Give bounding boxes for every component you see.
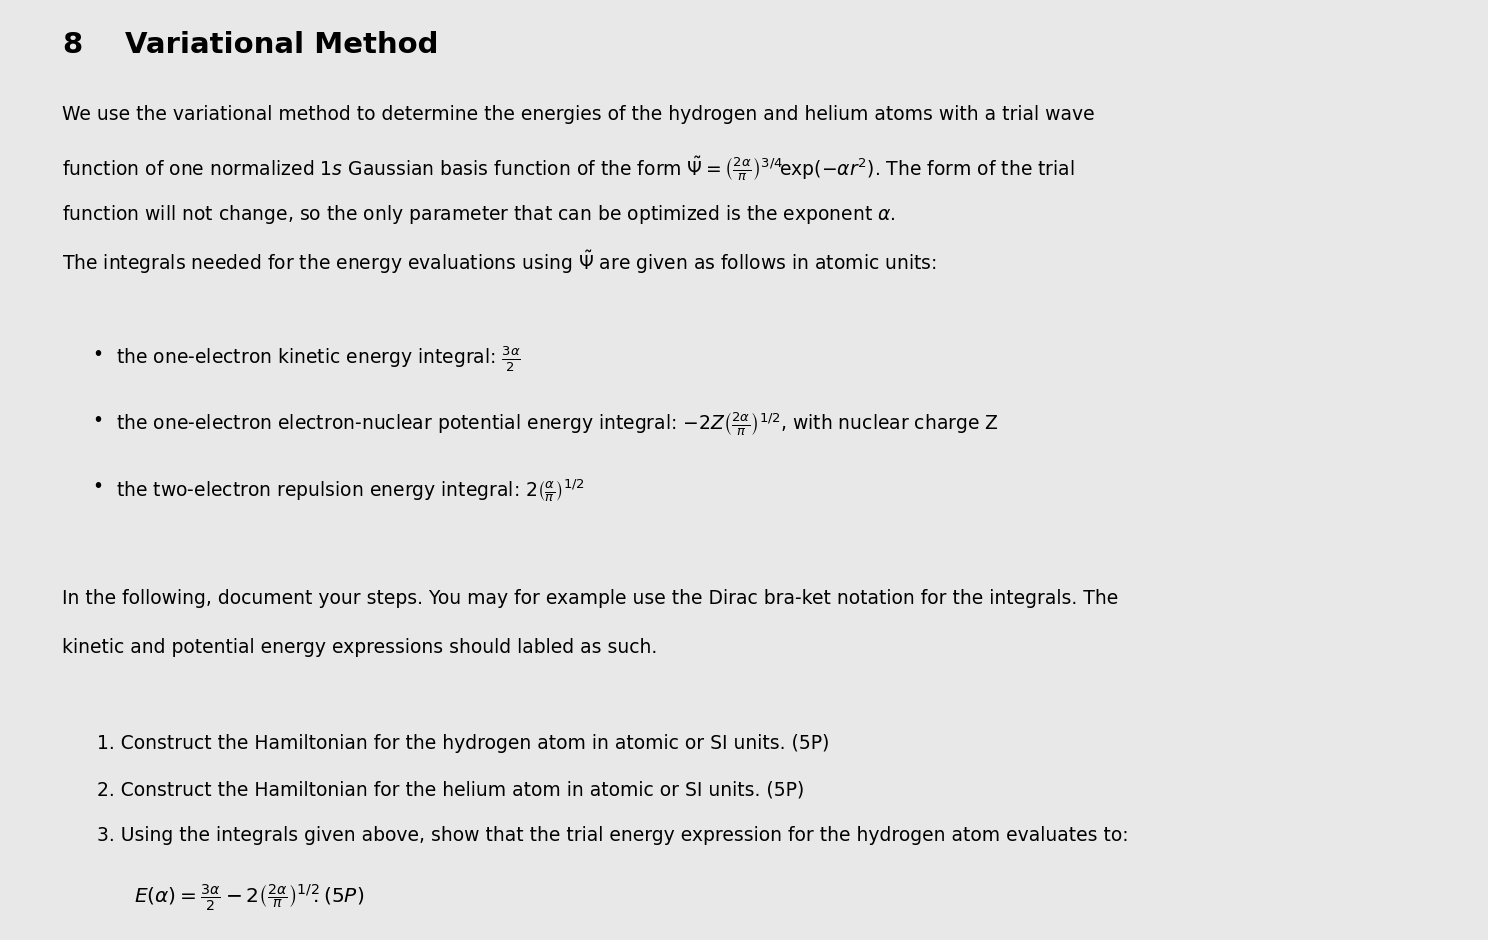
Text: •: • bbox=[92, 477, 103, 495]
Text: function of one normalized 1$s$ Gaussian basis function of the form $\tilde{\Psi: function of one normalized 1$s$ Gaussian… bbox=[62, 154, 1076, 182]
Text: 3. Using the integrals given above, show that the trial energy expression for th: 3. Using the integrals given above, show… bbox=[97, 826, 1128, 845]
Text: •: • bbox=[92, 345, 103, 364]
Text: the one-electron kinetic energy integral: $\frac{3\alpha}{2}$: the one-electron kinetic energy integral… bbox=[116, 345, 521, 374]
Text: kinetic and potential energy expressions should labled as such.: kinetic and potential energy expressions… bbox=[62, 638, 658, 657]
Text: 8: 8 bbox=[62, 31, 83, 59]
Text: function will not change, so the only parameter that can be optimized is the exp: function will not change, so the only pa… bbox=[62, 203, 896, 226]
Text: The integrals needed for the energy evaluations using $\tilde{\Psi}$ are given a: The integrals needed for the energy eval… bbox=[62, 249, 937, 276]
Text: Variational Method: Variational Method bbox=[125, 31, 439, 59]
Text: We use the variational method to determine the energies of the hydrogen and heli: We use the variational method to determi… bbox=[62, 105, 1095, 124]
Text: $E(\alpha) = \frac{3\alpha}{2} - 2\left(\frac{2\alpha}{\pi}\right)^{1/2}\!\!.(5P: $E(\alpha) = \frac{3\alpha}{2} - 2\left(… bbox=[134, 883, 365, 913]
Text: the two-electron repulsion energy integral: $2\left(\frac{\alpha}{\pi}\right)^{1: the two-electron repulsion energy integr… bbox=[116, 477, 585, 504]
Text: 1. Construct the Hamiltonian for the hydrogen atom in atomic or SI units. (5P): 1. Construct the Hamiltonian for the hyd… bbox=[97, 734, 829, 753]
Text: •: • bbox=[92, 411, 103, 430]
Text: the one-electron electron-nuclear potential energy integral: $-2Z\left(\frac{2\a: the one-electron electron-nuclear potent… bbox=[116, 411, 998, 438]
Text: In the following, document your steps. You may for example use the Dirac bra-ket: In the following, document your steps. Y… bbox=[62, 589, 1119, 608]
Text: 2. Construct the Hamiltonian for the helium atom in atomic or SI units. (5P): 2. Construct the Hamiltonian for the hel… bbox=[97, 780, 804, 799]
